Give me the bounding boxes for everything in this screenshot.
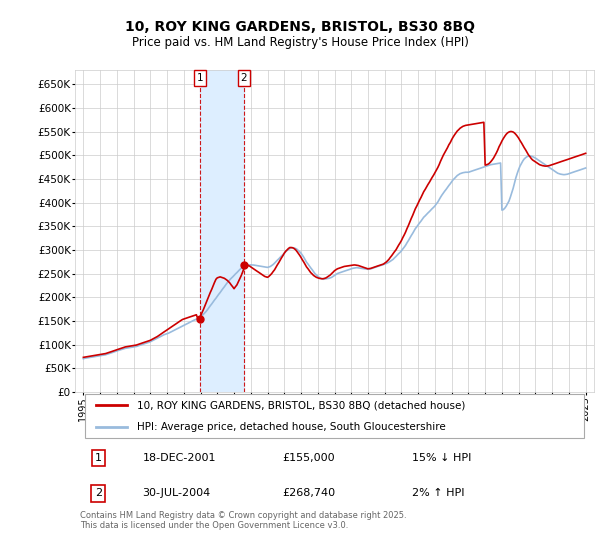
Text: HPI: Average price, detached house, South Gloucestershire: HPI: Average price, detached house, Sout…	[137, 422, 446, 432]
Text: £268,740: £268,740	[283, 488, 336, 498]
Text: 10, ROY KING GARDENS, BRISTOL, BS30 8BQ: 10, ROY KING GARDENS, BRISTOL, BS30 8BQ	[125, 20, 475, 34]
Text: 2: 2	[241, 73, 247, 83]
Text: 10, ROY KING GARDENS, BRISTOL, BS30 8BQ (detached house): 10, ROY KING GARDENS, BRISTOL, BS30 8BQ …	[137, 400, 466, 410]
Point	[195, 314, 205, 323]
Text: £155,000: £155,000	[283, 453, 335, 463]
Text: Contains HM Land Registry data © Crown copyright and database right 2025.
This d: Contains HM Land Registry data © Crown c…	[80, 511, 407, 530]
Text: 30-JUL-2004: 30-JUL-2004	[142, 488, 211, 498]
Point	[239, 260, 248, 269]
Text: Price paid vs. HM Land Registry's House Price Index (HPI): Price paid vs. HM Land Registry's House …	[131, 36, 469, 49]
Text: 18-DEC-2001: 18-DEC-2001	[142, 453, 216, 463]
Text: 2% ↑ HPI: 2% ↑ HPI	[412, 488, 465, 498]
Text: 1: 1	[95, 453, 102, 463]
Text: 1: 1	[197, 73, 203, 83]
Text: 15% ↓ HPI: 15% ↓ HPI	[412, 453, 472, 463]
Text: 2: 2	[95, 488, 102, 498]
FancyBboxPatch shape	[85, 394, 584, 438]
Bar	[200, 70, 244, 392]
